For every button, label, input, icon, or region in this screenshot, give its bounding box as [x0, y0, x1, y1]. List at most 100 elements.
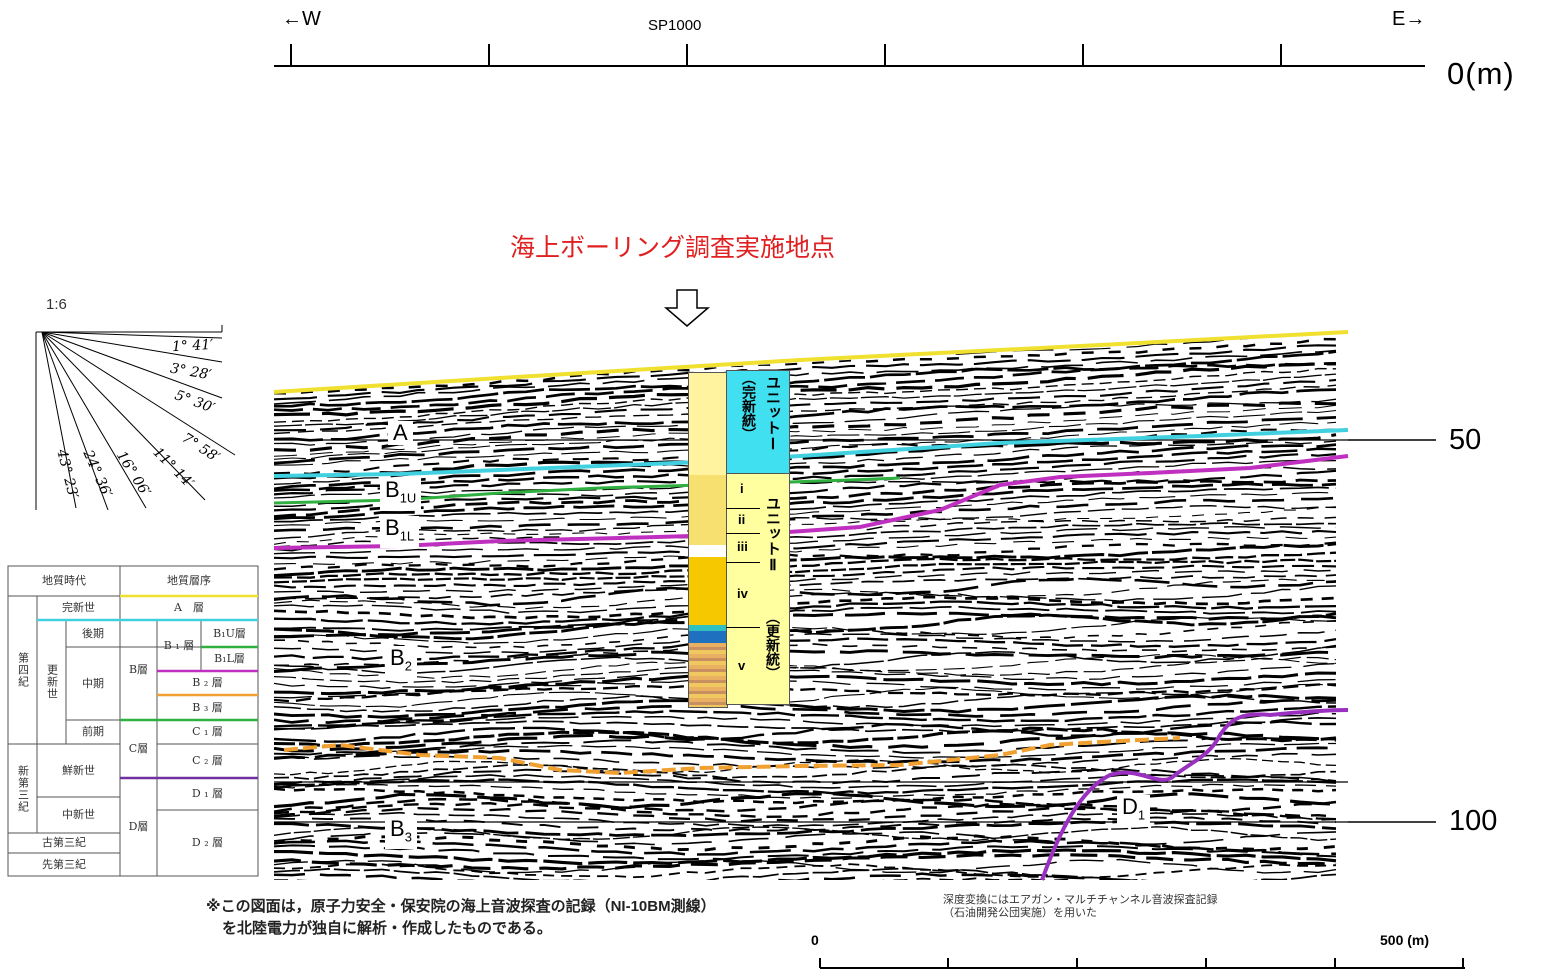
depth-note-line2: （石油開発公団実施）を用いた	[943, 906, 1097, 919]
seismic-reflector	[274, 683, 1337, 708]
seismic-reflector	[274, 350, 1337, 408]
seismic-reflector	[274, 637, 1337, 661]
seismic-reflector	[274, 409, 1337, 460]
seismic-reflector	[274, 792, 1337, 810]
layer-B1L-label: B1L	[380, 516, 420, 549]
seismic-reflector	[274, 731, 1337, 753]
seismic-reflector	[274, 705, 1337, 728]
seismic-reflector	[274, 491, 1337, 527]
B1L-layer-cell: B₁L層	[214, 652, 245, 665]
seismic-reflector	[274, 863, 1337, 879]
seismic-reflector	[274, 872, 1337, 880]
subunit-i-label: i	[740, 481, 744, 496]
layer-A-label: A	[388, 421, 413, 445]
depth-100-label: 100	[1449, 805, 1498, 837]
unit-1-label: ユニットⅠ	[764, 375, 781, 453]
seismic-reflector	[274, 362, 1337, 412]
A-layer-cell: A 層	[174, 601, 204, 614]
seismic-reflector	[274, 529, 1337, 560]
seismic-reflector	[274, 332, 1337, 378]
slope-protractor	[35, 325, 236, 511]
seismic-reflector	[274, 757, 1337, 776]
layer-B1U-label: B1U	[380, 478, 422, 511]
seismic-reflector	[274, 526, 1337, 555]
horizon-B3-top	[283, 736, 1181, 776]
seismic-reflector	[274, 332, 1337, 354]
subunit-ii-label: ii	[738, 512, 746, 527]
seismic-reflector	[274, 720, 1337, 743]
seismic-reflector	[274, 384, 1337, 435]
D1-layer-cell: D ₁ 層	[191, 787, 224, 800]
seismic-reflector	[274, 433, 1337, 480]
seismic-reflector	[274, 726, 1337, 748]
subunit-divider	[726, 533, 760, 534]
west-label: ←W	[282, 8, 321, 30]
subunit-divider	[726, 562, 760, 563]
seismic-reflector	[274, 605, 1337, 632]
C-layer-cell: C層	[128, 742, 149, 755]
seismic-reflector	[274, 398, 1337, 446]
early-cell: 前期	[82, 725, 104, 738]
seismic-reflections	[274, 332, 1348, 880]
seismic-reflector	[274, 332, 1337, 340]
bottom-distance-scale	[819, 958, 1465, 969]
quaternary-cell: 第四紀	[16, 652, 30, 688]
seismic-reflector	[274, 839, 1337, 856]
seismic-reflector	[274, 542, 1337, 578]
seismic-reflector	[274, 453, 1337, 496]
subunit-iv-label: iv	[737, 586, 748, 601]
seismic-reflector	[274, 648, 1337, 673]
seismic-reflector	[274, 496, 1337, 532]
B2-layer-cell: B ₂ 層	[192, 676, 223, 689]
subunit-iii-label: iii	[737, 539, 748, 554]
slope-angle-1: 1° 41′	[171, 336, 214, 356]
source-note-line2: を北陸電力が独自に解析・作成したものである。	[222, 920, 552, 937]
seismic-reflector	[274, 478, 1337, 518]
C2-layer-cell: C ₂ 層	[192, 754, 223, 767]
paleogene-cell: 古第三紀	[42, 836, 86, 849]
neogene-cell: 新第三紀	[16, 764, 30, 813]
B1-layer-cell: B ₁ 層	[163, 638, 195, 652]
seismic-reflector	[274, 683, 1337, 703]
seismic-reflector	[274, 576, 1337, 607]
miocene-cell: 中新世	[62, 808, 95, 821]
unit-1-age-label: （完新統）	[741, 371, 757, 441]
header-sequence: 地質層序	[167, 574, 211, 587]
seismic-reflector	[274, 717, 1337, 733]
holocene-cell: 完新世	[62, 601, 95, 614]
subunit-divider	[726, 627, 760, 628]
seismic-reflector	[274, 332, 1337, 348]
layer-D1-label: D1	[1117, 795, 1151, 828]
shotpoint-label: SP1000	[648, 17, 702, 34]
stratigraphic-table: 地質時代 地質層序 第四紀 完新世 更新世 後期 中期 前期 新第三紀 鮮新世 …	[8, 566, 258, 876]
seismic-reflector	[274, 595, 1337, 620]
seismic-reflector	[274, 653, 1337, 679]
seismic-reflector	[274, 662, 1337, 689]
seismic-reflector	[274, 578, 1337, 610]
seismic-reflector	[274, 867, 1337, 880]
bottom-scale-max: 500 (m)	[1380, 932, 1430, 948]
seismic-reflector	[274, 858, 1337, 874]
seismic-reflector	[274, 388, 1337, 442]
seismic-reflector	[274, 486, 1337, 523]
seismic-reflector	[274, 362, 1337, 417]
seismic-reflector	[274, 693, 1337, 719]
pliocene-cell: 鮮新世	[62, 763, 95, 777]
seismic-reflector	[274, 742, 1336, 759]
seismic-reflector	[274, 504, 1337, 540]
boring-core-column	[688, 372, 728, 708]
seismic-reflector	[274, 774, 1337, 789]
seismic-reflector	[274, 830, 1337, 846]
late-cell: 後期	[82, 626, 104, 640]
subunit-divider	[726, 508, 760, 509]
seismic-reflector	[274, 783, 1337, 799]
east-label: E→	[1392, 8, 1426, 30]
seismic-reflector	[274, 656, 1337, 684]
seismic-reflector	[274, 801, 1337, 819]
seismic-reflector	[274, 332, 1337, 344]
seismic-reflector	[274, 416, 1337, 465]
B-layer-cell: B層	[128, 663, 149, 676]
depth-50-label: 50	[1449, 424, 1482, 456]
seismic-reflector	[274, 349, 1337, 405]
